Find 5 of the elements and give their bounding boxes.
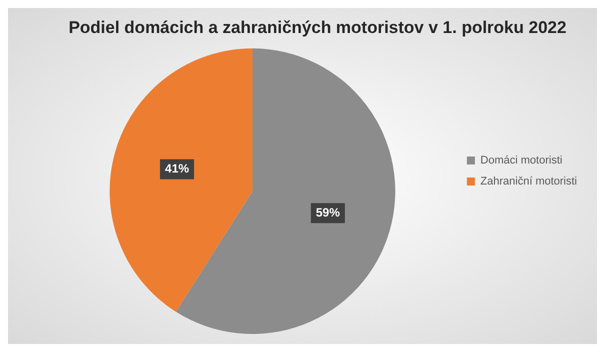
data-label: 41% <box>165 162 190 176</box>
legend-label: Domáci motoristi <box>480 154 562 167</box>
chart-title: Podiel domácich a zahraničných motoristov v 1. polroku 2022 <box>68 18 566 37</box>
data-label: 59% <box>316 205 340 220</box>
legend-label: Zahraniční motoristi <box>480 176 578 188</box>
